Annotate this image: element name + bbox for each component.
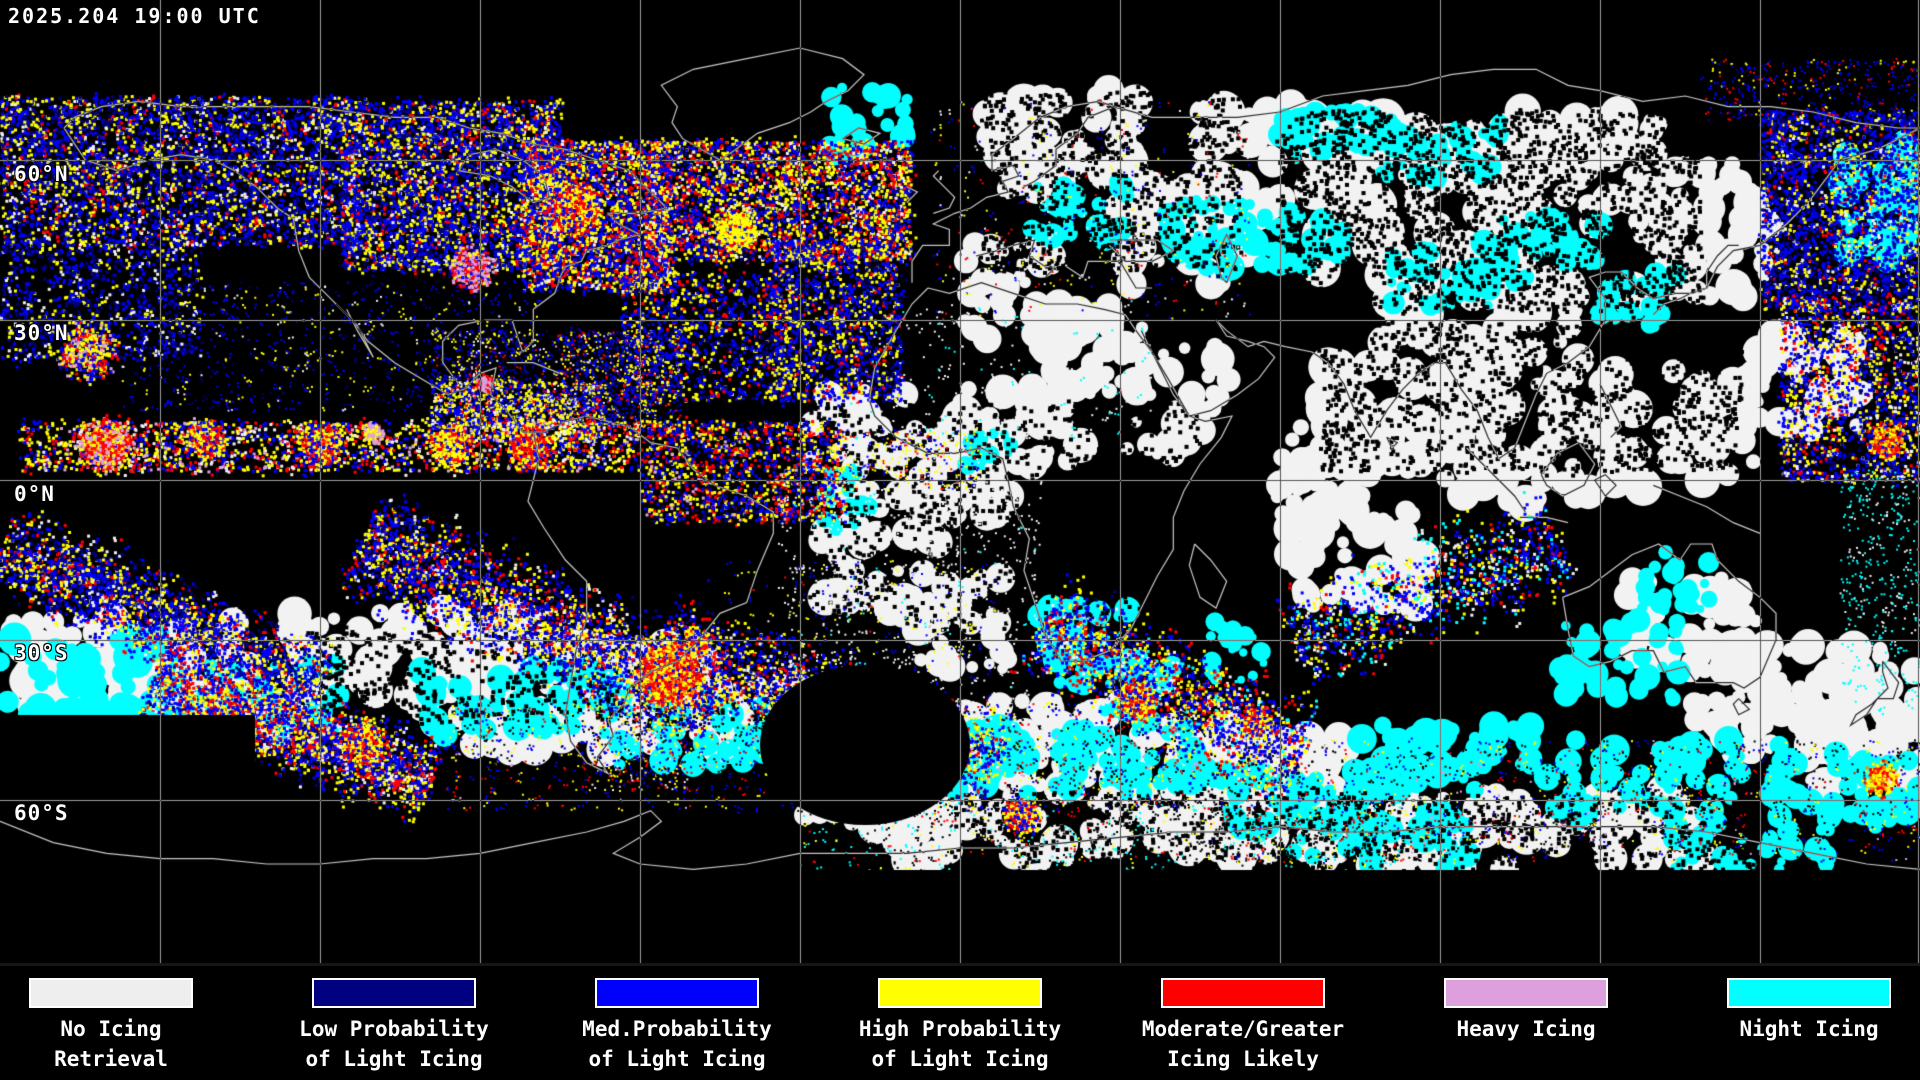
legend-item-moderate-greater-icing: Moderate/Greater Icing Likely [1102, 978, 1384, 1074]
legend-swatch [1161, 978, 1325, 1008]
legend-label: Med.Probability of Light Icing [536, 1014, 818, 1074]
timestamp-label: 2025.204 19:00 UTC [8, 4, 261, 28]
legend-text-line: Night Icing [1739, 1017, 1879, 1041]
legend-label: Heavy Icing [1385, 1014, 1667, 1044]
legend-item-med-prob-light-icing: Med.Probability of Light Icing [536, 978, 818, 1074]
legend-swatch [29, 978, 193, 1008]
legend-text-line: Retrieval [54, 1047, 168, 1071]
latitude-label-4: 60°S [14, 801, 69, 825]
legend-swatch [878, 978, 1042, 1008]
legend-label: Low Probability of Light Icing [253, 1014, 535, 1074]
legend-swatch [1727, 978, 1891, 1008]
legend-label: No Icing Retrieval [0, 1014, 252, 1074]
legend-item-low-prob-light-icing: Low Probability of Light Icing [253, 978, 535, 1074]
legend-label: Night Icing [1668, 1014, 1920, 1044]
legend-text-line: Med.Probability [582, 1017, 772, 1041]
legend-label: High Probability of Light Icing [819, 1014, 1101, 1074]
legend-swatch [595, 978, 759, 1008]
legend-item-high-prob-light-icing: High Probability of Light Icing [819, 978, 1101, 1074]
legend-text-line: Icing Likely [1167, 1047, 1319, 1071]
legend-text-line: Heavy Icing [1456, 1017, 1596, 1041]
latitude-label-3: 30°S [14, 641, 69, 665]
legend-text-line: Moderate/Greater [1141, 1017, 1345, 1041]
legend-text-line: of Light Icing [871, 1047, 1049, 1071]
legend-item-heavy-icing: Heavy Icing [1385, 978, 1667, 1044]
legend-item-no-icing-retrieval: No Icing Retrieval [0, 978, 252, 1074]
legend-text-line: No Icing [60, 1017, 162, 1041]
legend-label: Moderate/Greater Icing Likely [1102, 1014, 1384, 1074]
legend-swatch [312, 978, 476, 1008]
legend-bar: No Icing Retrieval Low Probability of Ligh… [0, 963, 1920, 1080]
legend-text-line: Low Probability [299, 1017, 489, 1041]
legend-text-line: of Light Icing [588, 1047, 766, 1071]
legend-text-line: of Light Icing [305, 1047, 483, 1071]
latitude-label-2: 0°N [14, 482, 55, 506]
world-icing-map: 2025.204 19:00 UTC 60°N 30°N 0°N 30°S 60°S [0, 0, 1920, 963]
legend-item-night-icing: Night Icing [1668, 978, 1920, 1044]
latitude-label-0: 60°N [14, 162, 69, 186]
latitude-label-1: 30°N [14, 321, 69, 345]
legend-swatch [1444, 978, 1608, 1008]
legend-text-line: High Probability [858, 1017, 1062, 1041]
icing-map-canvas [0, 0, 1920, 963]
